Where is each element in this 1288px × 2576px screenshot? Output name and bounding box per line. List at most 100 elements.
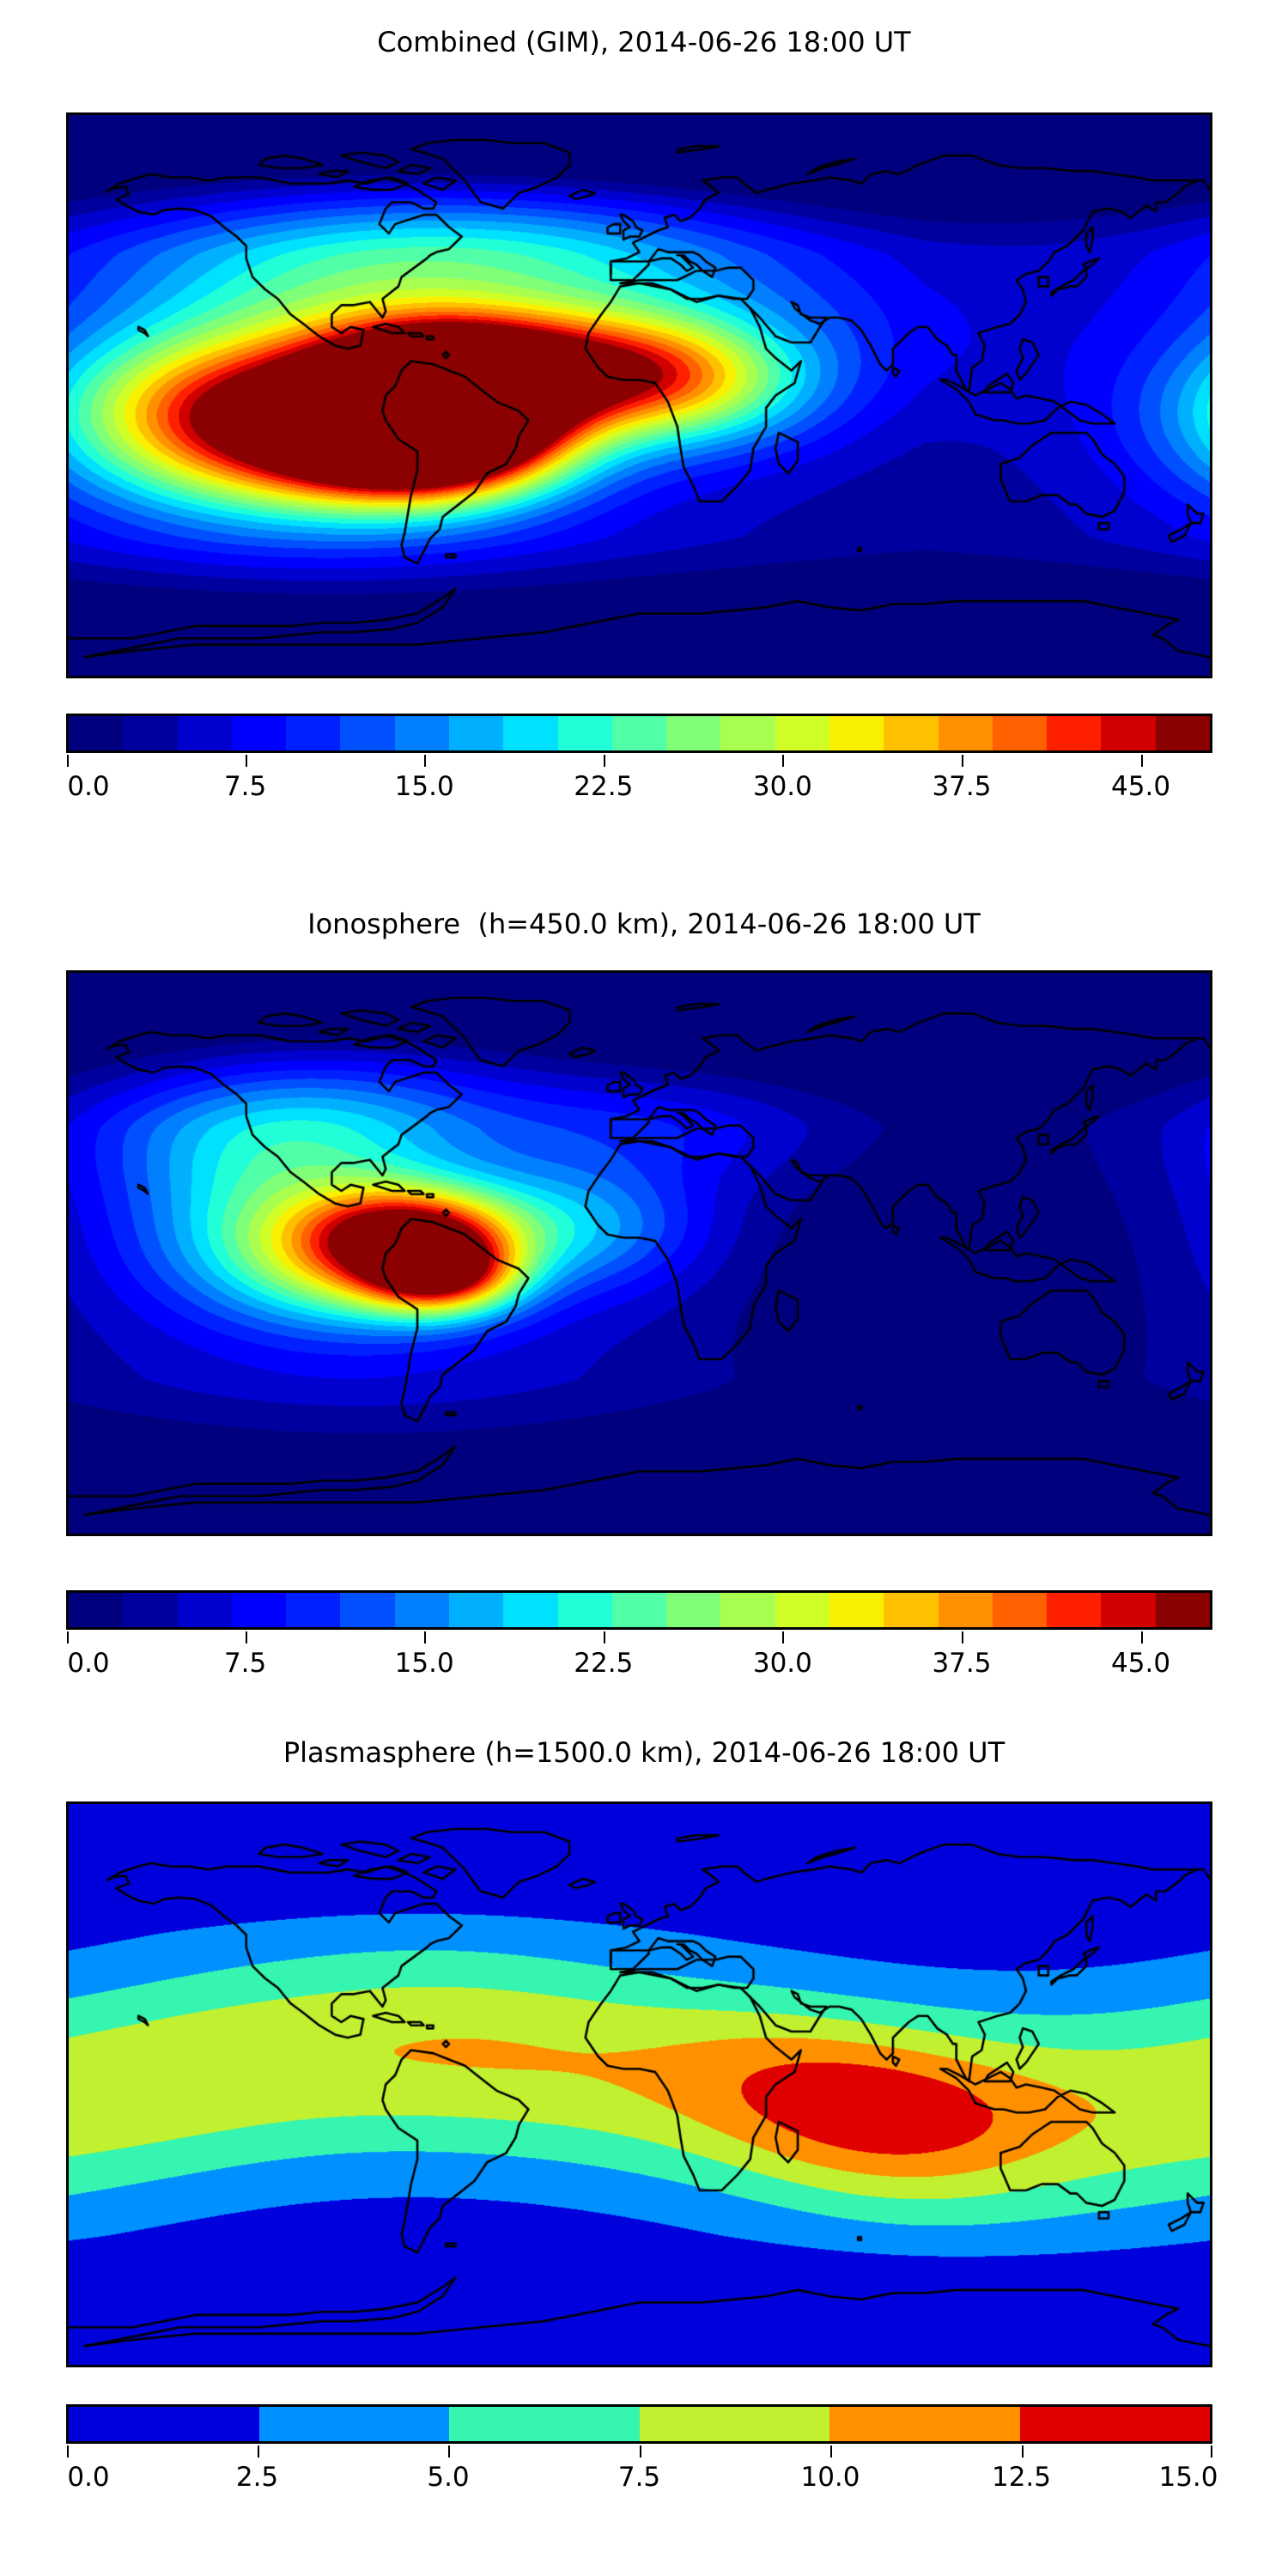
colorbar-tick-label: 15.0 (394, 1648, 454, 1679)
colorbar-band (69, 1593, 124, 1627)
map-axes-combined (66, 112, 1212, 678)
colorbar-band (69, 2407, 259, 2441)
colorbar-tick (961, 755, 963, 767)
colorbar-tick (639, 2445, 641, 2458)
colorbar-tick (782, 755, 785, 767)
colorbar-tick (424, 755, 427, 767)
colorbar-band (666, 716, 721, 750)
colorbar-tick (830, 2445, 832, 2458)
colorbar-band (1155, 1593, 1210, 1627)
colorbar-band (231, 1593, 287, 1627)
colorbar-band (231, 716, 287, 750)
colorbar-band (394, 1593, 449, 1627)
colorbar-band (938, 1593, 993, 1627)
colorbar-tick (245, 1631, 247, 1643)
colorbar-ticks-ionosphere (66, 1631, 1212, 1647)
colorbar-band (394, 716, 449, 750)
colorbar-tick-label: 37.5 (932, 1648, 992, 1679)
colorbar-tick (603, 1631, 605, 1643)
colorbar-tick (448, 2445, 450, 2458)
panel-title-combined: Combined (GIM), 2014-06-26 18:00 UT (377, 26, 911, 58)
colorbar-band (258, 2407, 449, 2441)
colorbar-tick (67, 755, 69, 767)
colorbar-band (829, 1593, 884, 1627)
colorbar-tick-label: 15.0 (1158, 2462, 1218, 2493)
colorbar-labels-ionosphere: 0.0 7.5 15.0 22.5 30.0 37.5 45.0 (66, 1648, 1212, 1686)
colorbar-tick-label: 45.0 (1111, 1648, 1171, 1679)
colorbar-band (340, 1593, 395, 1627)
colorbar-band (340, 716, 395, 750)
colorbar-tick-label: 7.5 (223, 771, 267, 802)
colorbar-band (775, 1593, 829, 1627)
map-axes-ionosphere (66, 970, 1212, 1536)
colorbar-labels-combined: 0.0 7.5 15.0 22.5 30.0 37.5 45.0 (66, 771, 1212, 809)
colorbar-band (449, 2407, 640, 2441)
colorbar-band (557, 1593, 612, 1627)
colorbar-band (884, 1593, 939, 1627)
colorbar-band (69, 716, 124, 750)
colorbar-band (177, 716, 232, 750)
colorbar-tick (424, 1631, 427, 1643)
colorbar-tick-label: 7.5 (617, 2462, 661, 2493)
colorbar-band (992, 1593, 1048, 1627)
colorbar-tick-label: 22.5 (574, 1648, 634, 1679)
colorbar-band (829, 2407, 1020, 2441)
colorbar-tick (1140, 1631, 1143, 1643)
colorbar-band (720, 1593, 775, 1627)
colorbar-tick (603, 755, 605, 767)
colorbar-band (611, 716, 667, 750)
colorbar-tick-label: 10.0 (800, 2462, 860, 2493)
colorbar-tick-label: 37.5 (932, 771, 992, 802)
colorbar-combined (66, 714, 1212, 753)
colorbar-band (1101, 1593, 1156, 1627)
colorbar-tick (782, 1631, 785, 1643)
panel-title-plasmasphere: Plasmasphere (h=1500.0 km), 2014-06-26 1… (283, 1736, 1005, 1769)
colorbar-tick-label: 0.0 (67, 2462, 110, 2493)
colorbar-band (666, 1593, 721, 1627)
panel-title-ionosphere: Ionosphere (h=450.0 km), 2014-06-26 18:0… (307, 908, 981, 940)
colorbar-band (720, 716, 775, 750)
map-axes-plasmasphere (66, 1801, 1212, 2367)
colorbar-band (1047, 1593, 1102, 1627)
colorbar-band (884, 716, 939, 750)
colorbar-tick-label: 22.5 (574, 771, 634, 802)
colorbar-tick (1140, 755, 1143, 767)
colorbar-ticks-combined (66, 755, 1212, 770)
colorbar-band (503, 716, 558, 750)
colorbar-band (448, 716, 504, 750)
colorbar-tick-label: 45.0 (1111, 771, 1171, 802)
colorbar-tick (257, 2445, 259, 2458)
colorbar-band (177, 1593, 232, 1627)
colorbar-band (992, 716, 1048, 750)
colorbar-band (503, 1593, 558, 1627)
colorbar-band (611, 1593, 667, 1627)
colorbar-ticks-plasmasphere (66, 2445, 1212, 2461)
colorbar-band (639, 2407, 829, 2441)
map-canvas-ionosphere (69, 973, 1210, 1534)
colorbar-band (1101, 716, 1156, 750)
colorbar-band (829, 716, 884, 750)
colorbar-tick (1021, 2445, 1024, 2458)
colorbar-tick (67, 1631, 69, 1643)
colorbar-tick-label: 15.0 (394, 771, 454, 802)
colorbar-tick-label: 12.5 (991, 2462, 1052, 2493)
colorbar-tick-label: 2.5 (235, 2462, 279, 2493)
colorbar-tick-label: 30.0 (752, 771, 812, 802)
colorbar-tick-label: 7.5 (223, 1648, 267, 1679)
map-canvas-combined (69, 115, 1210, 676)
colorbar-band (1019, 2407, 1210, 2441)
colorbar-labels-plasmasphere: 0.0 2.5 5.0 7.5 10.0 12.5 15.0 (66, 2462, 1218, 2500)
colorbar-tick-label: 5.0 (427, 2462, 470, 2493)
colorbar-tick-label: 0.0 (67, 771, 110, 802)
colorbar-band (938, 716, 993, 750)
colorbar-band (1155, 716, 1210, 750)
colorbar-band (286, 1593, 341, 1627)
colorbar-plasmasphere (66, 2404, 1212, 2444)
colorbar-band (123, 716, 178, 750)
colorbar-band (775, 716, 829, 750)
colorbar-tick (1211, 2445, 1212, 2458)
colorbar-band (448, 1593, 504, 1627)
colorbar-band (123, 1593, 178, 1627)
colorbar-tick-label: 0.0 (67, 1648, 110, 1679)
